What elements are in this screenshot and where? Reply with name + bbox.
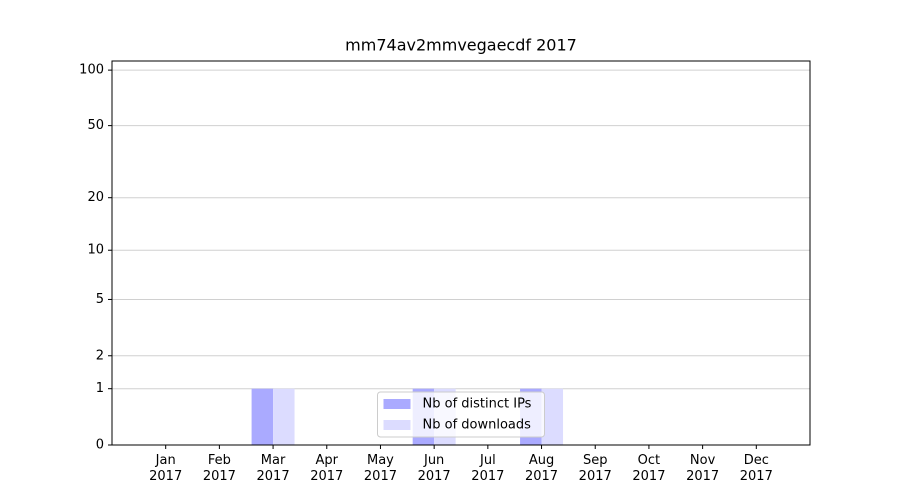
x-tick-label: Jul 2017	[471, 453, 505, 484]
legend-swatch	[383, 420, 411, 430]
y-tick-label: 20	[87, 190, 104, 205]
x-tick-label: Apr 2017	[310, 453, 344, 484]
x-tick-label: Jan 2017	[149, 453, 183, 484]
x-tick-label: Nov 2017	[686, 453, 720, 484]
legend-box	[377, 391, 545, 438]
bar	[541, 388, 564, 445]
y-tick-label: 50	[87, 118, 104, 133]
legend: Nb of distinct IPs Nb of downloads	[377, 391, 545, 438]
legend-swatch	[383, 399, 411, 409]
y-tick-label: 0	[96, 438, 104, 453]
x-tick-label: Sep 2017	[578, 453, 612, 484]
x-tick-label: Aug 2017	[524, 453, 559, 484]
x-tick-label: Feb 2017	[202, 453, 236, 484]
bar	[273, 388, 295, 445]
y-tick-label: 1	[96, 381, 104, 396]
x-tick-label: Oct 2017	[632, 453, 666, 484]
chart-title: mm74av2mmvegaecdf 2017	[345, 36, 577, 55]
y-tick-label: 10	[87, 243, 104, 258]
axes-frame	[111, 60, 811, 446]
legend-label: Nb of distinct IPs	[423, 397, 532, 412]
x-tick-label: Mar 2017	[256, 453, 290, 484]
x-tick-label: May 2017	[363, 453, 397, 484]
y-tick-label: 5	[96, 292, 104, 307]
x-tick-label: Dec 2017	[739, 453, 773, 484]
legend-label: Nb of downloads	[423, 418, 532, 433]
y-tick-label: 100	[79, 63, 104, 78]
y-tick-label: 2	[96, 348, 104, 363]
x-tick-label: Jun 2017	[417, 453, 451, 484]
bar	[251, 388, 274, 445]
